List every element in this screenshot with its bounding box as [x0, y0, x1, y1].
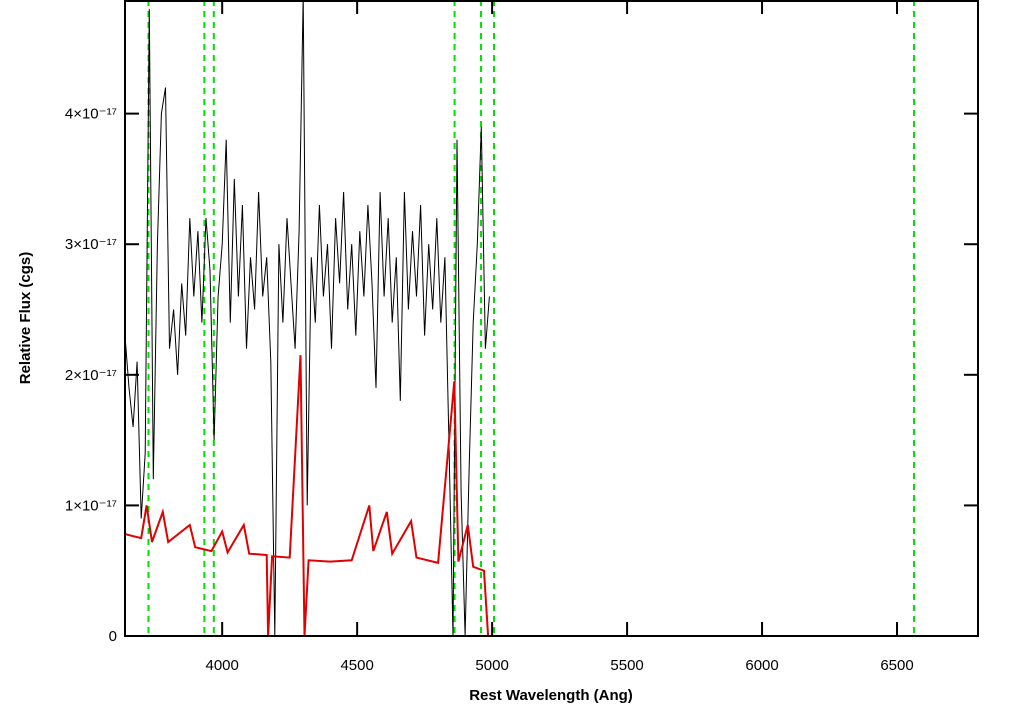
- x-tick-label: 4000: [205, 657, 238, 674]
- x-tick-label: 5000: [475, 657, 508, 674]
- y-axis-label: Relative Flux (cgs): [17, 252, 34, 385]
- y-tick-label: 1×10⁻¹⁷: [65, 497, 117, 514]
- y-tick-label: 3×10⁻¹⁷: [65, 236, 117, 253]
- y-tick-label: 0: [109, 628, 117, 645]
- plot-frame: [124, 0, 979, 637]
- spectrum-line: [125, 0, 490, 636]
- x-tick-label: 5500: [610, 657, 643, 674]
- y-tick-label: 4×10⁻¹⁷: [65, 106, 117, 123]
- x-tick-label: 6500: [880, 657, 913, 674]
- plot-area: [125, 0, 978, 636]
- x-tick-label: 6000: [745, 657, 778, 674]
- y-tick-label: 2×10⁻¹⁷: [65, 367, 117, 384]
- x-tick-label: 4500: [340, 657, 373, 674]
- spectrum-line: [125, 355, 978, 636]
- x-axis-label: Rest Wavelength (Ang): [469, 687, 633, 704]
